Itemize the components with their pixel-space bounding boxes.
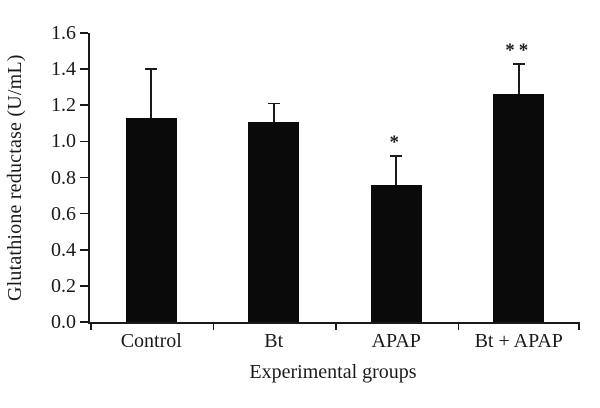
x-axis-tick bbox=[90, 322, 92, 330]
y-axis-tick bbox=[80, 104, 88, 107]
y-axis-tick bbox=[80, 212, 88, 215]
y-axis-tick-label: 1.0 bbox=[51, 130, 76, 153]
y-axis-tick-label: 1.4 bbox=[51, 58, 76, 81]
plot-area: 0.0 0.2 0.4 0.6 0.8 1.0 1.2 1.4 1.6 Control Bt * APA… bbox=[51, 22, 580, 352]
error-bar-line bbox=[150, 69, 153, 118]
y-axis-tick-label: 0.0 bbox=[51, 311, 76, 333]
y-axis-tick bbox=[80, 68, 88, 70]
bar-bt bbox=[248, 121, 300, 322]
y-axis-tick-label: 0.6 bbox=[51, 202, 76, 225]
x-axis-tick bbox=[578, 322, 580, 330]
y-axis-title: Glutathione reductase (U/mL) bbox=[4, 54, 26, 301]
x-category-label: Bt bbox=[264, 330, 284, 352]
y-axis-tick-label: 0.8 bbox=[51, 166, 76, 189]
y-axis-tick bbox=[80, 176, 88, 179]
bar-control bbox=[125, 117, 177, 322]
significance-marker: ** bbox=[505, 39, 533, 61]
y-axis-tick bbox=[80, 140, 88, 143]
y-axis-tick bbox=[80, 321, 88, 323]
bar-apap bbox=[370, 184, 422, 322]
y-axis-tick bbox=[80, 32, 88, 34]
y-axis-tick-label: 1.6 bbox=[51, 22, 76, 44]
y-axis-tick-label: 1.2 bbox=[51, 94, 76, 117]
error-bar-cap bbox=[512, 62, 525, 65]
error-bar-cap bbox=[145, 68, 158, 70]
x-category-label: APAP bbox=[371, 330, 421, 352]
error-bar-cap bbox=[390, 155, 403, 157]
x-axis-tick bbox=[335, 322, 337, 330]
x-axis-tick bbox=[212, 322, 215, 330]
significance-marker: * bbox=[389, 131, 403, 153]
y-axis-tick bbox=[80, 248, 88, 251]
x-axis-title: Experimental groups bbox=[249, 361, 417, 383]
error-bar-line bbox=[395, 155, 398, 185]
x-axis-tick bbox=[457, 322, 460, 330]
error-bar-cap bbox=[267, 102, 280, 105]
error-bar-line bbox=[517, 63, 520, 95]
y-axis-tick-label: 0.2 bbox=[51, 274, 76, 297]
bar-bt-apap bbox=[493, 94, 545, 322]
y-axis-tick-label: 0.4 bbox=[51, 238, 76, 261]
y-axis-tick bbox=[80, 285, 88, 287]
error-bar-line bbox=[272, 103, 275, 122]
x-category-label: Bt + APAP bbox=[474, 330, 563, 352]
x-category-label: Control bbox=[120, 330, 182, 352]
